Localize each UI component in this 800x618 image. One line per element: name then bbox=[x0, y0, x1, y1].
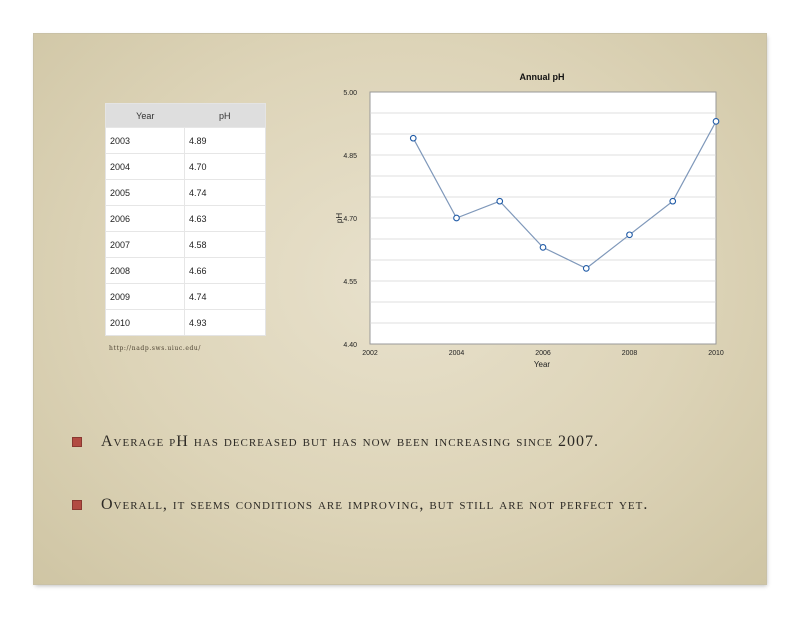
bullet-text-2: Overall, it seems conditions are improvi… bbox=[101, 496, 649, 513]
bullet-marker bbox=[72, 437, 82, 447]
data-markers bbox=[409, 118, 720, 272]
table-cell-ph: 4.70 bbox=[184, 153, 265, 180]
table-row: 2007 4.58 bbox=[106, 231, 265, 258]
table-cell-ph: 4.89 bbox=[184, 127, 265, 154]
table-cell-year: 2003 bbox=[106, 127, 185, 154]
gridlines bbox=[370, 112, 716, 324]
data-point bbox=[539, 244, 547, 251]
table-row: 2010 4.93 bbox=[106, 309, 265, 335]
y-tick-label: 4.70 bbox=[343, 216, 357, 223]
y-tick-label: 4.85 bbox=[343, 153, 357, 160]
data-point bbox=[409, 134, 417, 142]
series-line bbox=[412, 121, 717, 270]
table-row: 2008 4.66 bbox=[106, 257, 265, 284]
data-point bbox=[496, 197, 504, 205]
x-tick-label: 2008 bbox=[622, 350, 638, 357]
x-tick-label: 2004 bbox=[449, 350, 465, 357]
table-cell-year: 2009 bbox=[106, 283, 185, 310]
x-tick-labels: 2002 2004 2006 2008 2010 bbox=[362, 350, 724, 357]
source-link[interactable]: http://nadp.sws.uiuc.edu/ bbox=[109, 345, 202, 352]
table-cell-year: 2010 bbox=[106, 309, 185, 335]
table-cell-ph: 4.74 bbox=[184, 179, 265, 206]
table-row: 2005 4.74 bbox=[106, 179, 265, 206]
y-tick-label: 4.40 bbox=[343, 342, 357, 349]
table-cell-year: 2006 bbox=[106, 205, 185, 232]
table-cell-year: 2005 bbox=[106, 179, 185, 206]
table-cell-year: 2007 bbox=[106, 231, 185, 258]
y-tick-labels: 4.40 4.55 4.70 4.85 5.00 bbox=[343, 90, 357, 349]
table-header-cell: pH bbox=[184, 104, 265, 128]
table-cell-year: 2004 bbox=[106, 153, 185, 180]
table-row: 2003 4.89 bbox=[106, 127, 265, 154]
data-table: Year pH 2003 4.89 2004 4.70 2005 4.74 2006 4… bbox=[106, 104, 265, 335]
table-row: 2006 4.63 bbox=[106, 205, 265, 232]
table-cell-ph: 4.58 bbox=[184, 231, 265, 258]
table-header-cell: Year bbox=[106, 104, 185, 128]
table-cell-ph: 4.63 bbox=[184, 205, 265, 232]
chart-title: Annual pH bbox=[520, 72, 565, 82]
table-header-row: Year pH bbox=[106, 104, 265, 128]
line-chart: Annual pH 4.404.554.704.855.00 2002 2004 2… bbox=[335, 72, 724, 369]
data-point bbox=[626, 231, 633, 239]
x-tick-label: 2002 bbox=[362, 350, 378, 357]
data-point bbox=[453, 214, 460, 222]
bullet-text-1: Average pH has decreased but has now bee… bbox=[101, 433, 600, 450]
y-tick-label: 4.55 bbox=[343, 279, 357, 286]
table-row: 2009 4.74 bbox=[106, 283, 265, 310]
x-tick-label: 2010 bbox=[708, 350, 724, 357]
y-tick-label: 5.00 bbox=[343, 90, 357, 97]
y-axis-label: pH bbox=[335, 213, 344, 223]
table-cell-ph: 4.74 bbox=[184, 283, 265, 310]
table-cell-ph: 4.66 bbox=[184, 257, 265, 284]
x-axis-label: Year bbox=[534, 360, 551, 369]
data-point bbox=[669, 197, 677, 205]
data-point bbox=[582, 265, 590, 272]
table-cell-ph: 4.93 bbox=[184, 309, 265, 335]
table-row: 2004 4.70 bbox=[106, 153, 265, 180]
bullet-marker bbox=[72, 500, 82, 510]
table-cell-year: 2008 bbox=[106, 257, 185, 284]
data-point bbox=[712, 118, 720, 125]
x-tick-label: 2006 bbox=[535, 350, 551, 357]
